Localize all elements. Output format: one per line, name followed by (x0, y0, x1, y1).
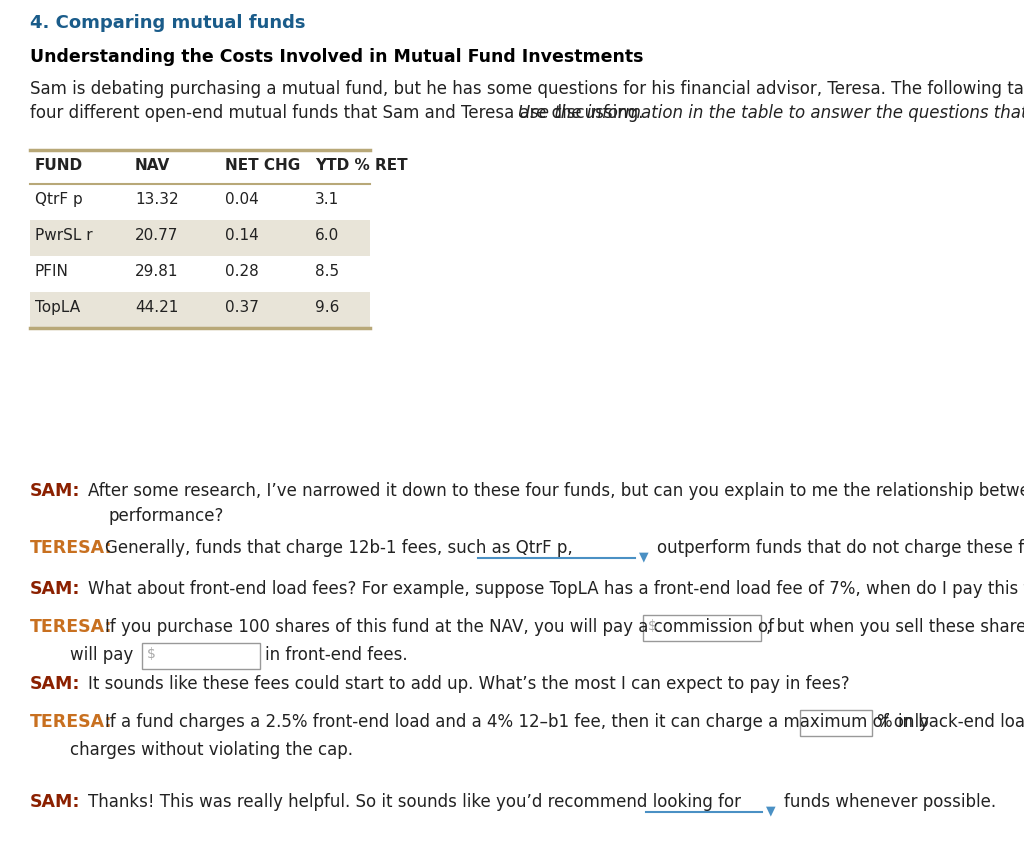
Text: ▼: ▼ (766, 804, 775, 817)
Text: Thanks! This was really helpful. So it sounds like you’d recommend looking for: Thanks! This was really helpful. So it s… (88, 793, 741, 811)
Text: QtrF p: QtrF p (35, 192, 83, 207)
Text: 8.5: 8.5 (315, 264, 339, 279)
Text: SAM:: SAM: (30, 675, 81, 693)
Text: 0.28: 0.28 (225, 264, 259, 279)
Text: NET CHG: NET CHG (225, 158, 300, 173)
Text: outperform funds that do not charge these fees.: outperform funds that do not charge thes… (657, 539, 1024, 557)
Text: TERESA:: TERESA: (30, 713, 113, 731)
Text: Use the information in the table to answer the questions that follow.: Use the information in the table to answ… (518, 104, 1024, 122)
Text: TERESA:: TERESA: (30, 618, 113, 636)
Bar (30, 220, 370, 256)
Text: Understanding the Costs Involved in Mutual Fund Investments: Understanding the Costs Involved in Mutu… (30, 48, 643, 66)
Text: TopLA: TopLA (35, 300, 80, 315)
Text: ▼: ▼ (639, 550, 648, 563)
Text: PwrSL r: PwrSL r (35, 228, 92, 243)
Text: 20.77: 20.77 (135, 228, 178, 243)
Text: Sam is debating purchasing a mutual fund, but he has some questions for his fina: Sam is debating purchasing a mutual fund… (30, 80, 1024, 98)
Text: SAM:: SAM: (30, 482, 81, 500)
Text: Generally, funds that charge 12b-1 fees, such as QtrF p,: Generally, funds that charge 12b-1 fees,… (105, 539, 572, 557)
Text: NAV: NAV (135, 158, 170, 173)
Text: charges without violating the cap.: charges without violating the cap. (70, 741, 353, 759)
Text: 6.0: 6.0 (315, 228, 339, 243)
Text: If a fund charges a 2.5% front-end load and a 4% 12–b1 fee, then it can charge a: If a fund charges a 2.5% front-end load … (105, 713, 929, 731)
Text: 3.1: 3.1 (315, 192, 339, 207)
Text: performance?: performance? (108, 507, 223, 525)
Text: After some research, I’ve narrowed it down to these four funds, but can you expl: After some research, I’ve narrowed it do… (88, 482, 1024, 500)
Text: 0.37: 0.37 (225, 300, 259, 315)
Text: will pay: will pay (70, 646, 133, 664)
Text: What about front-end load fees? For example, suppose TopLA has a front-end load : What about front-end load fees? For exam… (88, 580, 1024, 598)
Text: 0.04: 0.04 (225, 192, 259, 207)
FancyBboxPatch shape (142, 643, 260, 669)
Bar (30, 292, 370, 328)
Text: 44.21: 44.21 (135, 300, 178, 315)
Text: YTD % RET: YTD % RET (315, 158, 408, 173)
Text: PFIN: PFIN (35, 264, 69, 279)
Text: TERESA:: TERESA: (30, 539, 113, 557)
Text: FUND: FUND (35, 158, 83, 173)
Text: 0.14: 0.14 (225, 228, 259, 243)
Text: 29.81: 29.81 (135, 264, 178, 279)
Text: in front-end fees.: in front-end fees. (265, 646, 408, 664)
Text: 13.32: 13.32 (135, 192, 178, 207)
Text: $: $ (147, 647, 160, 661)
FancyBboxPatch shape (643, 615, 761, 641)
Text: funds whenever possible.: funds whenever possible. (784, 793, 996, 811)
Text: % in back-end load: % in back-end load (877, 713, 1024, 731)
Text: 4. Comparing mutual funds: 4. Comparing mutual funds (30, 14, 305, 32)
Text: If you purchase 100 shares of this fund at the NAV, you will pay a commission of: If you purchase 100 shares of this fund … (105, 618, 774, 636)
Text: SAM:: SAM: (30, 793, 81, 811)
Text: 9.6: 9.6 (315, 300, 339, 315)
FancyBboxPatch shape (800, 710, 872, 736)
Text: SAM:: SAM: (30, 580, 81, 598)
Text: $: $ (648, 619, 662, 633)
Text: , but when you sell these shares you: , but when you sell these shares you (766, 618, 1024, 636)
Text: four different open-end mutual funds that Sam and Teresa are discussing.: four different open-end mutual funds tha… (30, 104, 649, 122)
Text: It sounds like these fees could start to add up. What’s the most I can expect to: It sounds like these fees could start to… (88, 675, 850, 693)
